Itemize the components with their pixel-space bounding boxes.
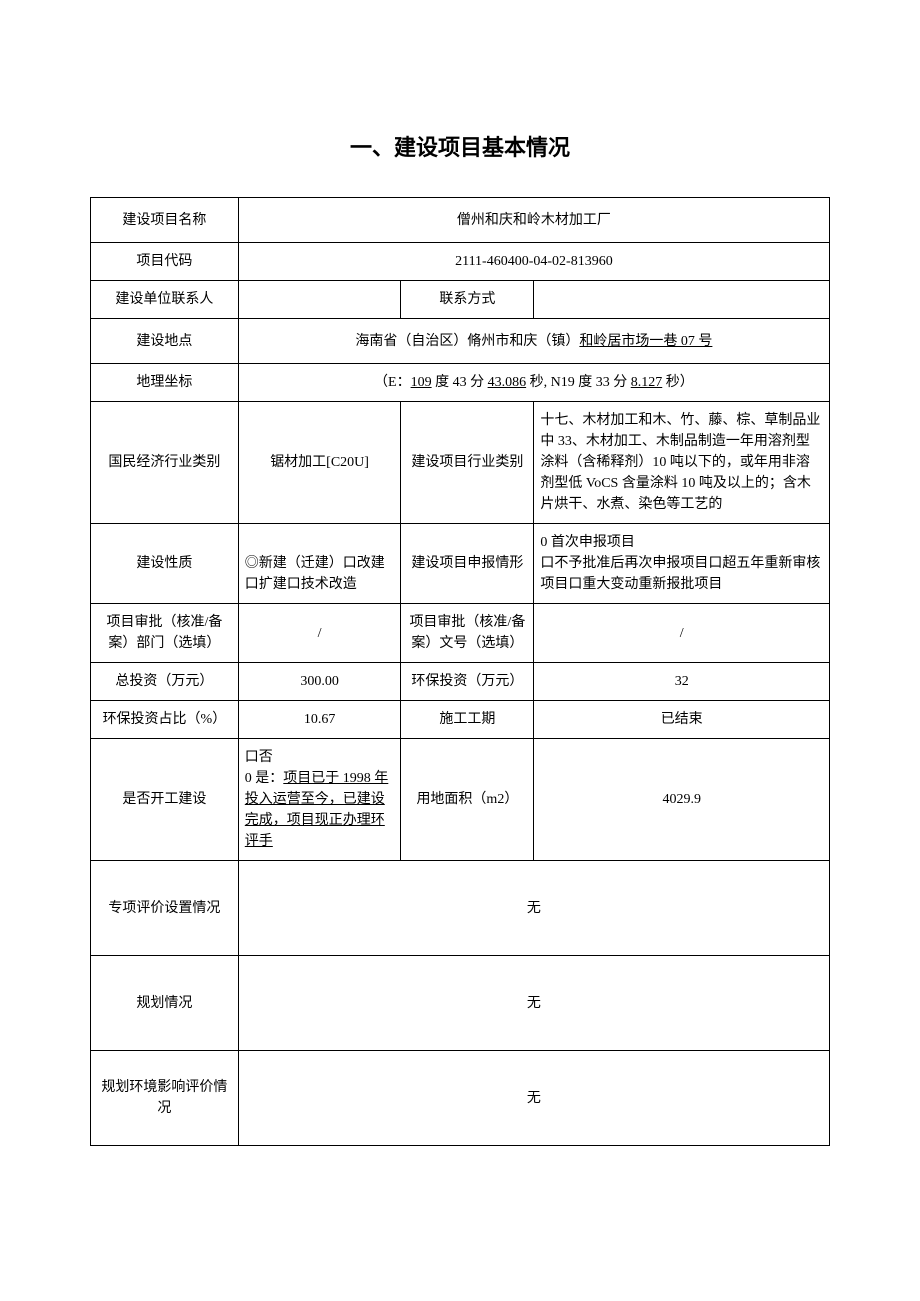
started-value: 口否 0 是：项目已于 1998 年投入运营至今，已建设完成，项目现正办理环评手 bbox=[238, 739, 401, 861]
coords-e-prefix: （E： bbox=[374, 375, 411, 390]
declare-form-label: 建设项目申报情形 bbox=[401, 524, 534, 604]
coords-value: （E：109 度 43 分 43.086 秒, N19 度 33 分 8.127… bbox=[238, 364, 829, 402]
planning-value: 无 bbox=[238, 956, 829, 1051]
env-invest-ratio-label: 环保投资占比（%） bbox=[91, 701, 239, 739]
project-industry-label: 建设项目行业类别 bbox=[401, 402, 534, 524]
planning-label: 规划情况 bbox=[91, 956, 239, 1051]
started-value-prefix: 口否 0 是： bbox=[245, 750, 284, 786]
project-industry-value: 十七、木材加工和木、竹、藤、棕、草制品业中 33、木材加工、木制品制造一年用溶剂… bbox=[534, 402, 830, 524]
table-row: 规划情况 无 bbox=[91, 956, 830, 1051]
started-label: 是否开工建设 bbox=[91, 739, 239, 861]
coords-n-suffix: 秒） bbox=[662, 375, 694, 390]
project-name-value: 僧州和庆和岭木材加工厂 bbox=[238, 198, 829, 243]
env-invest-label: 环保投资（万元） bbox=[401, 663, 534, 701]
industry-cat-label: 国民经济行业类别 bbox=[91, 402, 239, 524]
coords-e-deg-suffix: 度 43 分 bbox=[432, 375, 488, 390]
table-row: 建设地点 海南省（自治区）脩州市和庆（镇）和岭居市场一巷 07 号 bbox=[91, 319, 830, 364]
page-title: 一、建设项目基本情况 bbox=[90, 130, 830, 162]
table-row: 建设性质 ◎新建（迁建）口改建口扩建口技术改造 建设项目申报情形 0 首次申报项… bbox=[91, 524, 830, 604]
coords-n-sec: 8.127 bbox=[631, 375, 663, 390]
table-row: 地理坐标 （E：109 度 43 分 43.086 秒, N19 度 33 分 … bbox=[91, 364, 830, 402]
project-code-label: 项目代码 bbox=[91, 243, 239, 281]
approval-no-label: 项目审批（核准/备案）文号（选填） bbox=[401, 604, 534, 663]
coords-label: 地理坐标 bbox=[91, 364, 239, 402]
contact-method-label: 联系方式 bbox=[401, 281, 534, 319]
approval-dept-label: 项目审批（核准/备案）部门（选填） bbox=[91, 604, 239, 663]
approval-no-value: / bbox=[534, 604, 830, 663]
declare-form-value: 0 首次申报项目 口不予批准后再次申报项目口超五年重新审核项目口重大变动重新报批… bbox=[534, 524, 830, 604]
contact-person-label: 建设单位联系人 bbox=[91, 281, 239, 319]
total-invest-value: 300.00 bbox=[238, 663, 401, 701]
table-row: 是否开工建设 口否 0 是：项目已于 1998 年投入运营至今，已建设完成，项目… bbox=[91, 739, 830, 861]
land-area-label: 用地面积（m2） bbox=[401, 739, 534, 861]
env-invest-ratio-value: 10.67 bbox=[238, 701, 401, 739]
construction-period-label: 施工工期 bbox=[401, 701, 534, 739]
location-value: 海南省（自治区）脩州市和庆（镇）和岭居市场一巷 07 号 bbox=[238, 319, 829, 364]
location-underlined: 和岭居市场一巷 07 号 bbox=[579, 334, 712, 349]
industry-cat-value: 锯材加工[C20U] bbox=[238, 402, 401, 524]
contact-method-value bbox=[534, 281, 830, 319]
table-row: 项目审批（核准/备案）部门（选填） / 项目审批（核准/备案）文号（选填） / bbox=[91, 604, 830, 663]
planning-env-label: 规划环境影响评价情况 bbox=[91, 1051, 239, 1146]
coords-e-sec: 43.086 bbox=[488, 375, 527, 390]
table-row: 总投资（万元） 300.00 环保投资（万元） 32 bbox=[91, 663, 830, 701]
special-eval-value: 无 bbox=[238, 861, 829, 956]
table-row: 环保投资占比（%） 10.67 施工工期 已结束 bbox=[91, 701, 830, 739]
location-label: 建设地点 bbox=[91, 319, 239, 364]
table-row: 项目代码 2111-460400-04-02-813960 bbox=[91, 243, 830, 281]
table-row: 建设单位联系人 联系方式 bbox=[91, 281, 830, 319]
contact-person-value bbox=[238, 281, 401, 319]
construction-nature-value: ◎新建（迁建）口改建口扩建口技术改造 bbox=[238, 524, 401, 604]
table-row: 建设项目名称 僧州和庆和岭木材加工厂 bbox=[91, 198, 830, 243]
total-invest-label: 总投资（万元） bbox=[91, 663, 239, 701]
project-name-label: 建设项目名称 bbox=[91, 198, 239, 243]
env-invest-value: 32 bbox=[534, 663, 830, 701]
coords-e-deg: 109 bbox=[411, 375, 432, 390]
coords-e-sec-suffix: 秒, N19 度 33 分 bbox=[526, 375, 631, 390]
table-row: 专项评价设置情况 无 bbox=[91, 861, 830, 956]
special-eval-label: 专项评价设置情况 bbox=[91, 861, 239, 956]
construction-nature-label: 建设性质 bbox=[91, 524, 239, 604]
location-prefix: 海南省（自治区）脩州市和庆（镇） bbox=[355, 334, 579, 349]
table-row: 国民经济行业类别 锯材加工[C20U] 建设项目行业类别 十七、木材加工和木、竹… bbox=[91, 402, 830, 524]
approval-dept-value: / bbox=[238, 604, 401, 663]
project-info-table: 建设项目名称 僧州和庆和岭木材加工厂 项目代码 2111-460400-04-0… bbox=[90, 197, 830, 1146]
project-code-value: 2111-460400-04-02-813960 bbox=[238, 243, 829, 281]
land-area-value: 4029.9 bbox=[534, 739, 830, 861]
table-row: 规划环境影响评价情况 无 bbox=[91, 1051, 830, 1146]
planning-env-value: 无 bbox=[238, 1051, 829, 1146]
construction-period-value: 已结束 bbox=[534, 701, 830, 739]
